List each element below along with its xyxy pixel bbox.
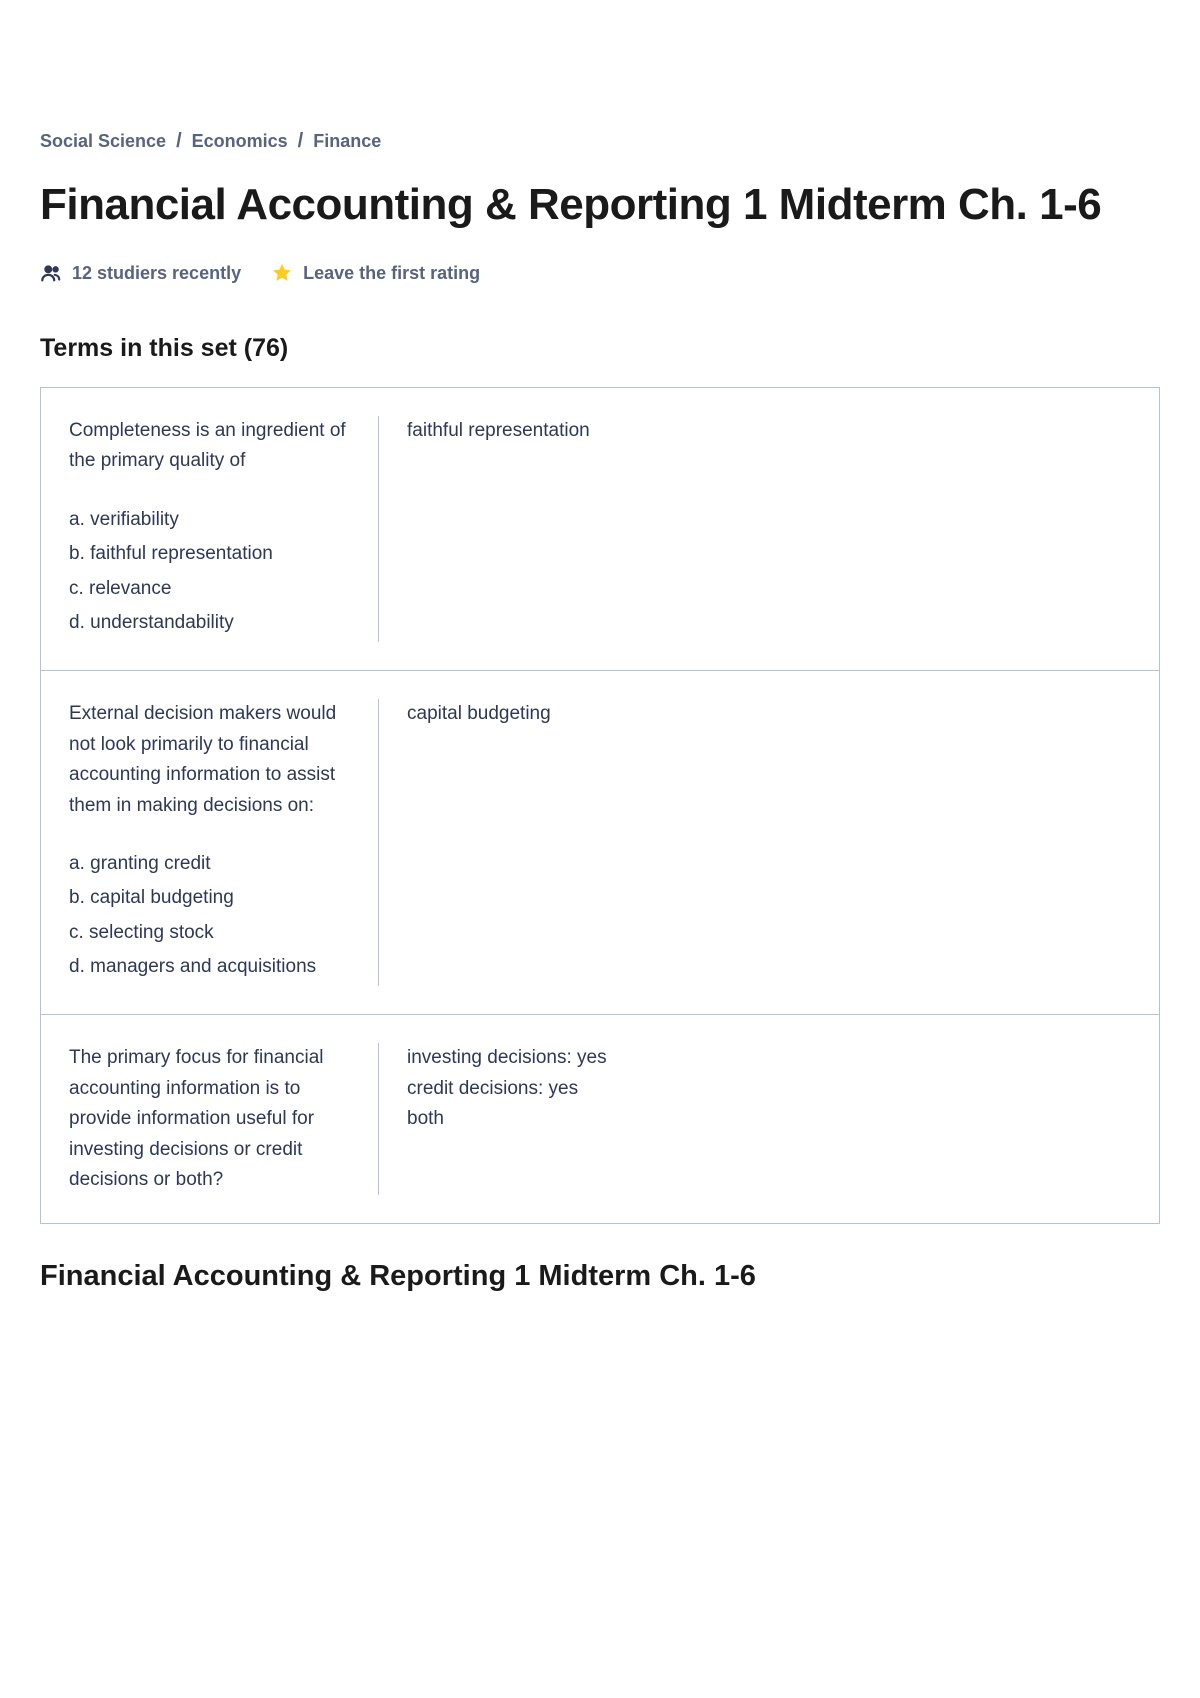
breadcrumb: Social Science / Economics / Finance <box>40 130 1160 153</box>
term-question-text: External decision makers would not look … <box>69 699 354 821</box>
term-answer: faithful representation <box>379 416 1131 642</box>
term-option: b. capital budgeting <box>69 883 354 913</box>
term-row[interactable]: The primary focus for financial accounti… <box>41 1015 1159 1223</box>
term-answer: capital budgeting <box>379 699 1131 986</box>
terms-container: Completeness is an ingredient of the pri… <box>40 387 1160 1224</box>
term-option: c. relevance <box>69 574 354 604</box>
breadcrumb-item-economics[interactable]: Economics <box>192 131 288 152</box>
term-row[interactable]: Completeness is an ingredient of the pri… <box>41 388 1159 671</box>
meta-row: 12 studiers recently Leave the first rat… <box>40 262 1160 284</box>
term-option: b. faithful representation <box>69 539 354 569</box>
breadcrumb-item-social-science[interactable]: Social Science <box>40 131 166 152</box>
term-question-text: The primary focus for financial accounti… <box>69 1043 354 1195</box>
term-question-options: a. verifiability b. faithful representat… <box>69 505 354 639</box>
breadcrumb-separator: / <box>298 130 304 153</box>
star-icon <box>271 262 293 284</box>
term-question: Completeness is an ingredient of the pri… <box>69 416 379 642</box>
rating-meta[interactable]: Leave the first rating <box>271 262 480 284</box>
rating-text: Leave the first rating <box>303 263 480 284</box>
term-option: d. managers and acquisitions <box>69 952 354 982</box>
page-title: Financial Accounting & Reporting 1 Midte… <box>40 177 1160 232</box>
term-row[interactable]: External decision makers would not look … <box>41 671 1159 1015</box>
term-question: The primary focus for financial accounti… <box>69 1043 379 1195</box>
breadcrumb-item-finance[interactable]: Finance <box>313 131 381 152</box>
term-option: c. selecting stock <box>69 918 354 948</box>
bottom-title: Financial Accounting & Reporting 1 Midte… <box>40 1260 1160 1293</box>
term-question-options: a. granting credit b. capital budgeting … <box>69 849 354 983</box>
term-option: d. understandability <box>69 608 354 638</box>
term-option: a. granting credit <box>69 849 354 879</box>
term-question-text: Completeness is an ingredient of the pri… <box>69 416 354 477</box>
term-option: a. verifiability <box>69 505 354 535</box>
people-icon <box>40 262 62 284</box>
term-answer: investing decisions: yes credit decision… <box>379 1043 1131 1195</box>
studiers-meta[interactable]: 12 studiers recently <box>40 262 241 284</box>
term-question: External decision makers would not look … <box>69 699 379 986</box>
studiers-text: 12 studiers recently <box>72 263 241 284</box>
terms-heading: Terms in this set (76) <box>40 334 1160 363</box>
breadcrumb-separator: / <box>176 130 182 153</box>
